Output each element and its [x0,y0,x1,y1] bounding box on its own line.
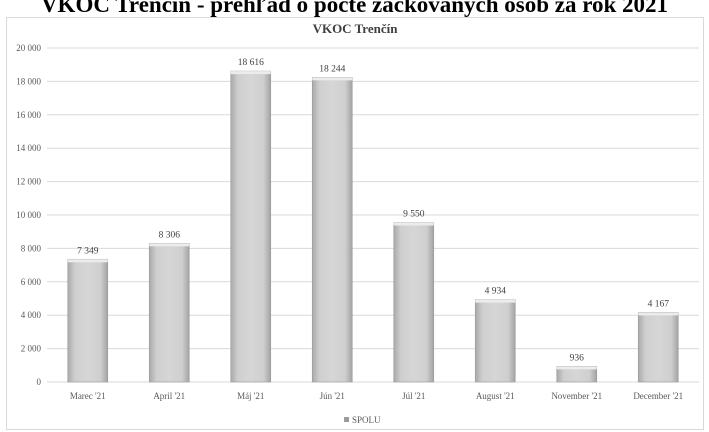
bar [474,299,516,383]
chart-area: VKOC Trenčín 0 2 000 4 000 6 000 8 000 10 000… [6,17,704,430]
bar-top-highlight [638,312,679,316]
bar-top-highlight [393,222,434,226]
y-tick-label: 16 000 [16,110,41,120]
x-tick-label: November '21 [551,391,602,401]
bar-top-highlight [475,299,516,303]
data-label: 18 244 [319,64,345,74]
x-tick-label: Júl '21 [402,391,425,401]
data-label: 4 934 [485,287,507,297]
x-tick-label: Jún '21 [320,391,345,401]
y-tick-label: 4 000 [21,310,42,320]
y-tick-label: 8 000 [21,243,42,253]
legend-label: SPOLU [352,415,381,425]
bar [637,312,679,383]
data-label: 8 306 [159,230,181,240]
bar [67,258,109,383]
bars [67,70,679,383]
y-tick-label: 10 000 [16,210,41,220]
x-tick-label: April '21 [153,391,185,401]
bar-top-highlight [230,71,271,75]
y-tick-label: 12 000 [16,177,41,187]
data-label: 4 167 [648,299,670,309]
bar [230,70,272,383]
bar-top-highlight [312,77,353,81]
chart-title: VKOC Trenčín [313,21,399,36]
bar-top-highlight [149,243,190,247]
gridlines [47,47,699,383]
bar-chart: VKOC Trenčín 0 2 000 4 000 6 000 8 000 10 000… [16,21,699,425]
bar-top-highlight [67,259,108,263]
y-tick-label: 20 000 [16,43,41,53]
bar [393,222,435,383]
x-tick-label: Máj '21 [237,391,264,401]
x-axis-ticks: Marec '21 April '21 Máj '21 Jún '21 Júl '21 A… [70,391,683,401]
data-label: 9 550 [403,210,425,220]
x-tick-label: December '21 [633,391,683,401]
y-tick-label: 18 000 [16,76,41,86]
page-heading: VKOC Trenčín - prehľad o počte začkovaný… [40,0,669,17]
y-tick-label: 14 000 [16,143,41,153]
x-tick-label: Marec '21 [70,391,106,401]
data-label: 7 349 [77,246,99,256]
y-axis-ticks: 0 2 000 4 000 6 000 8 000 10 000 12 000 14 000 1… [16,43,41,387]
data-label: 936 [570,353,585,363]
y-tick-label: 0 [37,377,42,387]
data-label: 18 616 [238,58,264,68]
bar [311,77,353,383]
legend: SPOLU [344,415,381,425]
data-labels: 7 349 8 306 18 616 18 244 9 550 4 934 936 4 167 [77,58,669,363]
bar-top-highlight [556,366,597,370]
y-tick-label: 2 000 [21,344,42,354]
y-tick-label: 6 000 [21,277,42,287]
legend-swatch [344,417,349,422]
bar [148,242,190,383]
x-tick-label: August '21 [476,391,515,401]
